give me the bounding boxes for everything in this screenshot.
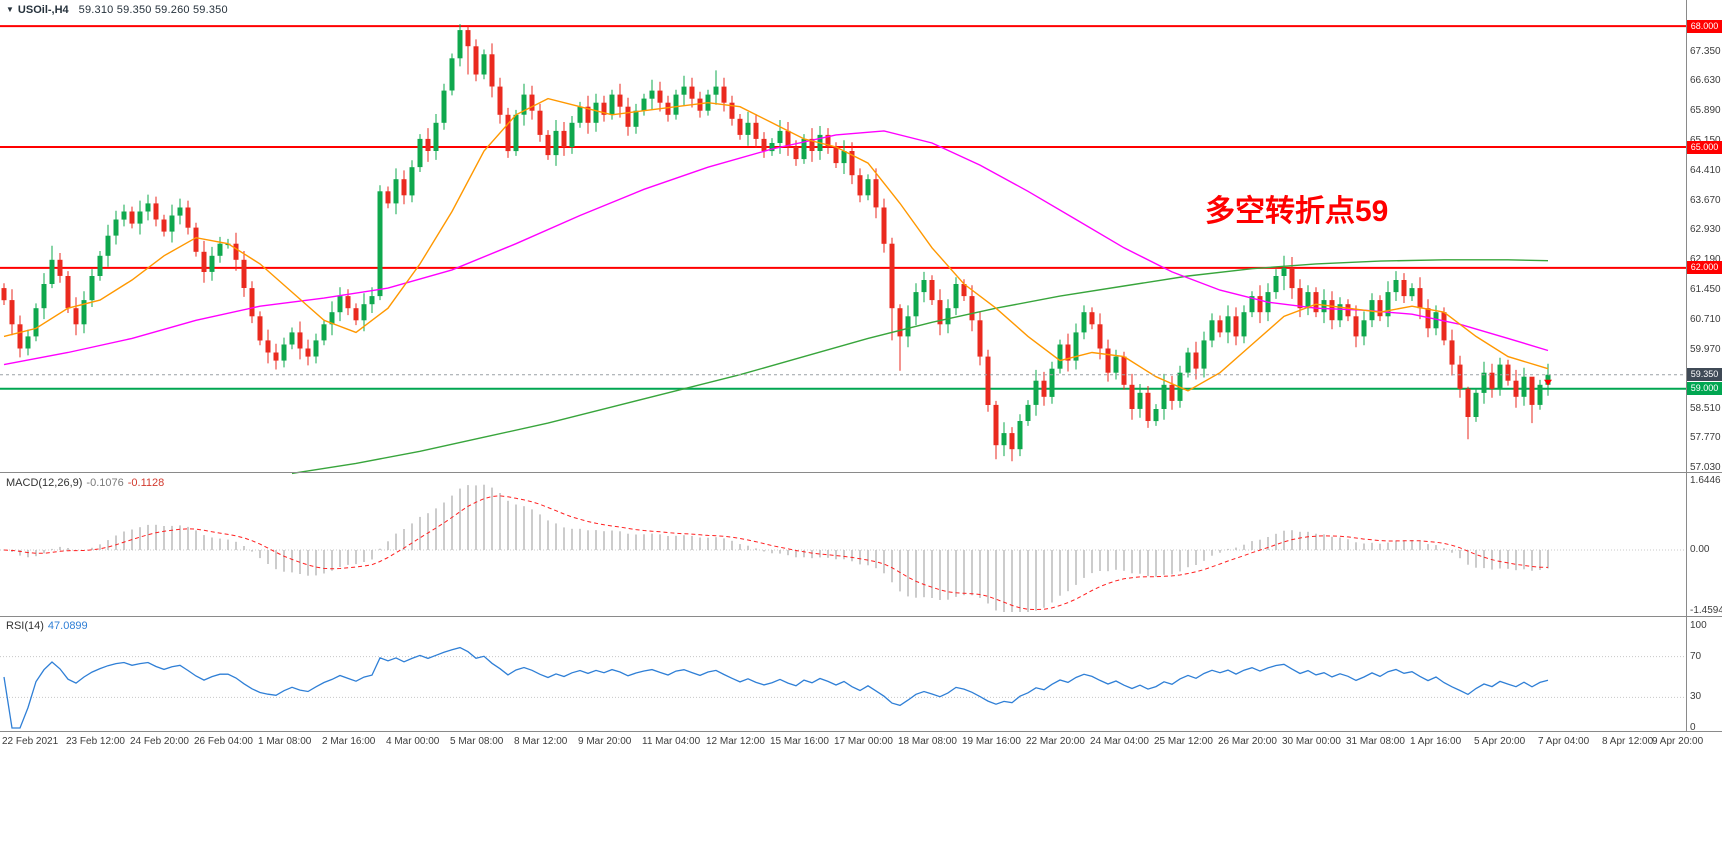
price-tick-label: 57.770: [1690, 432, 1721, 443]
time-axis-label: 23 Feb 12:00: [66, 736, 125, 747]
moving-averages-layer: [0, 97, 1686, 475]
rsi-tick-label: 0: [1690, 722, 1696, 733]
time-axis-label: 17 Mar 00:00: [834, 736, 893, 747]
chart-annotation-text[interactable]: 多空转折点59: [1205, 195, 1389, 228]
price-level-label: 59.000: [1687, 382, 1722, 395]
time-axis-label: 31 Mar 08:00: [1346, 736, 1405, 747]
macd-signal-value: -0.1128: [127, 477, 165, 489]
time-axis-label: 2 Mar 16:00: [322, 736, 376, 747]
rsi-tick-label: 30: [1690, 691, 1702, 702]
macd-tick-label: 1.6446: [1690, 475, 1721, 486]
time-axis-label: 25 Mar 12:00: [1154, 736, 1213, 747]
time-axis-label: 15 Mar 16:00: [770, 736, 829, 747]
time-axis-label: 12 Mar 12:00: [706, 736, 765, 747]
time-axis-label: 22 Mar 20:00: [1026, 736, 1085, 747]
time-axis-label: 19 Mar 16:00: [962, 736, 1021, 747]
current-price-label: 59.350: [1687, 368, 1722, 381]
time-axis-label: 26 Feb 04:00: [194, 736, 253, 747]
price-tick-label: 65.890: [1690, 105, 1721, 116]
time-axis-label: 24 Feb 20:00: [130, 736, 189, 747]
time-axis-label: 1 Mar 08:00: [258, 736, 312, 747]
price-level-label: 68.000: [1687, 20, 1722, 33]
time-axis-label: 8 Apr 12:00: [1602, 736, 1654, 747]
price-tick-label: 64.410: [1690, 165, 1721, 176]
time-axis-label: 24 Mar 04:00: [1090, 736, 1149, 747]
rsi-tick-label: 100: [1690, 620, 1707, 631]
time-axis-label: 22 Feb 2021: [2, 736, 59, 747]
price-tick-label: 66.630: [1690, 75, 1721, 86]
time-axis-label: 5 Apr 20:00: [1474, 736, 1526, 747]
price-arrow-icon: [1544, 379, 1552, 386]
rsi-layer: [0, 646, 1686, 729]
time-axis-label: 30 Mar 00:00: [1282, 736, 1341, 747]
symbol-period-label: USOil-,H4: [17, 4, 69, 16]
time-axis-label: 4 Mar 00:00: [386, 736, 440, 747]
rsi-indicator-label: RSI(14) 47.0899: [6, 620, 88, 632]
time-axis-label: 8 Mar 12:00: [514, 736, 568, 747]
price-tick-label: 62.190: [1690, 254, 1721, 265]
price-level-label: 65.000: [1687, 141, 1722, 154]
rsi-tick-label: 70: [1690, 651, 1702, 662]
price-tick-label: 61.450: [1690, 284, 1721, 295]
price-tick-label: 59.970: [1690, 344, 1721, 355]
price-tick-label: 65.150: [1690, 135, 1721, 146]
price-tick-label: 63.670: [1690, 195, 1721, 206]
time-axis-label: 18 Mar 08:00: [898, 736, 957, 747]
time-axis-label: 9 Mar 20:00: [578, 736, 632, 747]
ohlc-values: 59.310 59.350 59.260 59.350: [78, 4, 228, 16]
macd-value: -0.1076: [86, 477, 124, 489]
price-tick-label: 57.030: [1690, 462, 1721, 473]
rsi-name: RSI(14): [6, 620, 44, 632]
time-axis-label: 26 Mar 20:00: [1218, 736, 1277, 747]
macd-tick-label: -1.4594: [1690, 605, 1722, 616]
candles-layer: [1, 24, 1551, 462]
panel-frame: [0, 0, 1722, 732]
chart-header: ▼ USOil-,H4 59.310 59.350 59.260 59.350: [6, 4, 228, 16]
price-tick-label: 58.510: [1690, 403, 1721, 414]
time-axis-label: 5 Mar 08:00: [450, 736, 504, 747]
price-tick-label: 60.710: [1690, 314, 1721, 325]
macd-indicator-label: MACD(12,26,9) -0.1076 -0.1128: [6, 477, 164, 489]
rsi-value: 47.0899: [47, 620, 88, 632]
horizontal-level-lines: [0, 25, 1686, 390]
macd-name: MACD(12,26,9): [6, 477, 83, 489]
collapse-toolbar-icon[interactable]: ▼: [6, 5, 14, 14]
time-axis-label: 11 Mar 04:00: [642, 736, 701, 747]
time-axis-label: 9 Apr 20:00: [1652, 736, 1704, 747]
price-tick-label: 67.350: [1690, 46, 1721, 57]
time-axis-label: 7 Apr 04:00: [1538, 736, 1590, 747]
price-level-label: 62.000: [1687, 261, 1722, 274]
time-axis-label: 1 Apr 16:00: [1410, 736, 1462, 747]
macd-layer: [0, 484, 1686, 612]
price-tick-label: 62.930: [1690, 224, 1721, 235]
macd-tick-label: 0.00: [1690, 544, 1710, 555]
